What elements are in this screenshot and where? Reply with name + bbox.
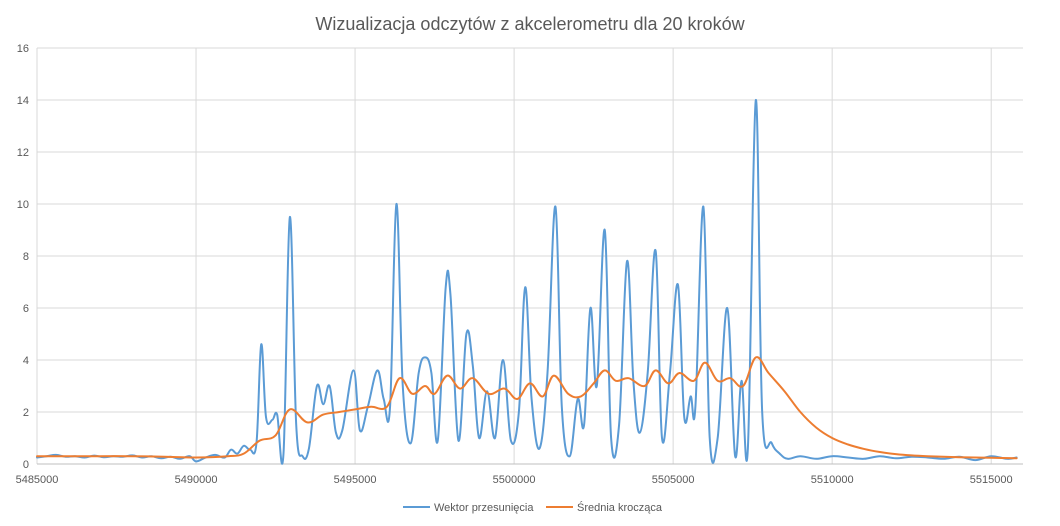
x-tick-label: 5515000 [970,474,1013,486]
y-tick-label: 4 [23,355,29,367]
legend-label-1: Wektor przesunięcia [434,502,534,514]
legend-label-2: Średnia krocząca [577,501,663,514]
x-tick-label: 5500000 [493,474,536,486]
x-tick-label: 5490000 [175,474,218,486]
y-tick-label: 0 [23,459,29,471]
y-axis-ticks: 0 2 4 6 8 10 12 14 16 [17,43,29,471]
gridlines [36,47,1023,465]
y-tick-label: 10 [17,199,29,211]
y-tick-label: 16 [17,43,29,55]
series-layer [36,98,1018,465]
legend: Wektor przesunięcia Średnia krocząca [403,501,663,514]
chart-title: Wizualizacja odczytów z akcelerometru dl… [315,14,745,34]
series-line-2 [36,356,1018,460]
y-tick-label: 8 [23,251,29,263]
x-axis-ticks: 5485000 5490000 5495000 5500000 5505000 55100… [16,474,1013,486]
y-tick-label: 6 [23,303,29,315]
y-tick-label: 12 [17,147,29,159]
x-tick-label: 5485000 [16,474,59,486]
x-tick-label: 5510000 [811,474,854,486]
series-line-1 [36,98,1018,465]
y-tick-label: 2 [23,407,29,419]
x-tick-label: 5505000 [652,474,695,486]
x-tick-label: 5495000 [334,474,377,486]
y-tick-label: 14 [17,95,29,107]
